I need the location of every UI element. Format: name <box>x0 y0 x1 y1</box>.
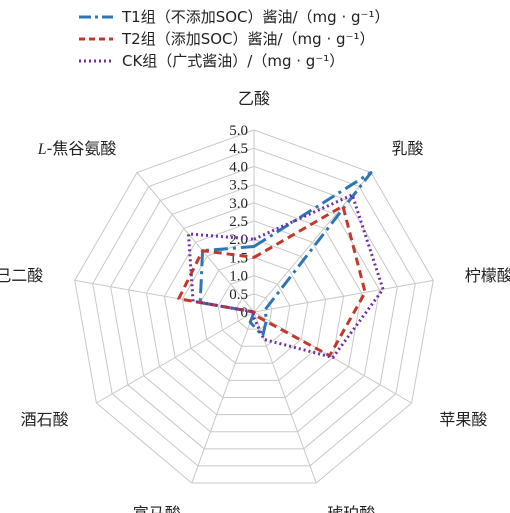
legend: T1组（不添加SOC）酱油/（mg · g⁻¹） T2组（添加SOC）酱油/（m… <box>78 6 389 72</box>
tick-label: 4.5 <box>229 141 248 157</box>
series-line-3 <box>186 193 385 359</box>
legend-label-t1: T1组（不添加SOC）酱油/（mg · g⁻¹） <box>122 8 390 26</box>
legend-label-ck: CK组（广式酱油）/（mg · g⁻¹） <box>122 52 345 70</box>
tick-label: 2.0 <box>229 232 248 248</box>
axis-label: 乙酸 <box>238 89 270 108</box>
tick-label: 3.0 <box>229 196 248 212</box>
axis-label: 己二酸 <box>0 266 43 285</box>
grid-ring <box>145 202 363 416</box>
grid-ring <box>92 147 416 467</box>
tick-label: 0.5 <box>229 287 248 303</box>
axis-label: 富马酸 <box>133 504 181 513</box>
tick-label: 3.5 <box>229 178 248 194</box>
grid-ring <box>181 238 327 381</box>
axis-label: 酒石酸 <box>21 410 69 429</box>
axis-label: L-焦谷氨酸 <box>37 139 117 158</box>
axis-label: 柠檬酸 <box>465 266 510 285</box>
axis-label: 琥珀酸 <box>327 504 375 513</box>
grid-ring <box>74 129 434 484</box>
grid-spoke <box>96 311 255 404</box>
grid-spoke <box>253 311 317 484</box>
tick-label: 4.0 <box>229 159 248 175</box>
legend-swatch-t2 <box>79 37 113 41</box>
legend-swatch-ck <box>79 59 113 63</box>
legend-label-t2: T2组（添加SOC）酱油/（mg · g⁻¹） <box>122 30 375 48</box>
tick-label: 0 <box>241 305 249 321</box>
legend-item-t2: T2组（添加SOC）酱油/（mg · g⁻¹） <box>78 28 389 50</box>
legend-item-ck: CK组（广式酱油）/（mg · g⁻¹） <box>78 50 389 72</box>
legend-item-t1: T1组（不添加SOC）酱油/（mg · g⁻¹） <box>78 6 389 28</box>
grid-ring <box>128 184 380 433</box>
axis-label: 苹果酸 <box>439 410 487 429</box>
grid-ring <box>199 256 309 364</box>
axis-label: 乳酸 <box>392 139 424 158</box>
tick-label: 5.0 <box>229 123 248 139</box>
series-line-2 <box>177 204 367 358</box>
legend-swatch-t1 <box>79 15 113 19</box>
series-line-1 <box>198 171 373 338</box>
grid-spoke <box>191 311 255 484</box>
tick-label: 1.0 <box>229 269 248 285</box>
grid-ring <box>163 220 345 399</box>
tick-label: 1.5 <box>229 250 248 266</box>
tick-label: 2.5 <box>229 214 248 230</box>
grid-ring <box>110 165 398 450</box>
grid-spoke <box>136 172 255 313</box>
grid-spoke <box>253 279 434 313</box>
grid-ring <box>217 275 291 347</box>
